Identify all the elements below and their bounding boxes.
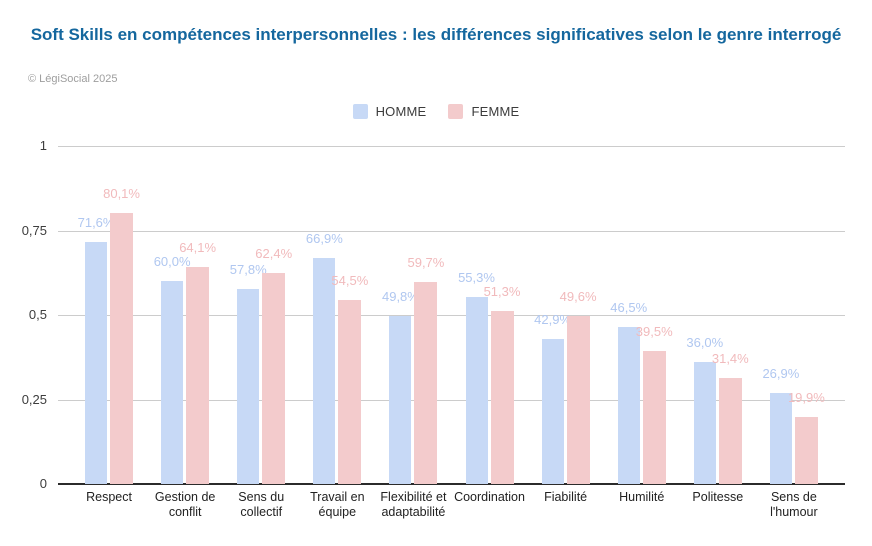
bar-group: 55,3% 51,3%: [451, 146, 527, 484]
bar-group: 49,8% 59,7%: [375, 146, 451, 484]
category-label: Humilité: [619, 490, 665, 504]
x-axis: Respect Gestion de conflit Sens du collect…: [71, 489, 832, 520]
bar-value-label: 36,0%: [686, 335, 724, 351]
bar-homme: 66,9%: [306, 232, 343, 484]
legend-label-homme: HOMME: [375, 104, 427, 119]
bar-group: 57,8% 62,4%: [223, 146, 299, 484]
bar-homme: 46,5%: [610, 301, 647, 484]
legend-item-femme: FEMME: [448, 104, 519, 119]
gridline-1: [58, 146, 845, 147]
bar-femme: 80,1%: [103, 187, 140, 484]
bar-value-label: 64,1%: [179, 240, 217, 256]
category-label: Travail en équipe: [310, 490, 365, 519]
bar-group: 36,0% 31,4%: [680, 146, 756, 484]
chart-legend: HOMME FEMME: [0, 104, 872, 119]
bar-group: 42,9% 49,6%: [528, 146, 604, 484]
bar-femme: 39,5%: [636, 325, 673, 484]
category-label: Sens du collectif: [238, 490, 285, 519]
category-label: Coordination: [454, 490, 525, 504]
legend-swatch-homme: [352, 104, 368, 119]
bar-homme: 36,0%: [686, 336, 723, 484]
y-tick-label: 0,25: [21, 391, 47, 407]
y-tick-label: 1: [39, 138, 47, 153]
bar-value-label: 80,1%: [103, 186, 140, 202]
chart-title: Soft Skills en compétences interpersonne…: [26, 24, 846, 47]
bar-value-label: 66,9%: [305, 230, 343, 246]
bar-value-label: 55,3%: [458, 270, 495, 286]
bar-femme: 19,9%: [788, 391, 825, 484]
y-axis: 1 0,75 0,5 0,25 0: [0, 138, 50, 491]
bar-homme: 42,9%: [534, 313, 571, 484]
bar-value-label: 59,7%: [407, 255, 445, 271]
x-axis-baseline: [58, 483, 845, 485]
bar-value-label: 54,5%: [331, 272, 369, 288]
legend-item-homme: HOMME: [352, 104, 427, 119]
bar-value-label: 51,3%: [483, 283, 521, 299]
legend-label-femme: FEMME: [471, 104, 520, 119]
bar-group: 46,5% 39,5%: [604, 146, 680, 484]
bar-group: 60,0% 64,1%: [147, 146, 223, 484]
bar-femme: 31,4%: [712, 352, 749, 484]
category-label: Sens de l'humour: [770, 490, 818, 519]
bar-homme: 26,9%: [762, 367, 799, 484]
bar-homme: 60,0%: [154, 255, 191, 484]
bar-value-label: 49,6%: [559, 289, 597, 305]
bar-value-label: 46,5%: [610, 299, 648, 315]
category-label: Fiabilité: [544, 490, 588, 504]
category-label: Gestion de conflit: [154, 490, 216, 519]
bar-homme: 71,6%: [78, 216, 114, 484]
bar-value-label: 26,9%: [762, 366, 800, 382]
bar-group: 26,9% 19,9%: [756, 146, 832, 484]
bar-value-label: 42,9%: [534, 312, 572, 327]
bar-femme: 49,6%: [560, 290, 597, 484]
bar-femme: 64,1%: [179, 241, 216, 484]
bar-value-label: 71,6%: [77, 215, 115, 230]
bar-homme: 49,8%: [382, 290, 419, 484]
bar-value-label: 62,4%: [255, 246, 293, 262]
bar-femme: 59,7%: [407, 256, 444, 484]
bar-value-label: 60,0%: [153, 254, 191, 270]
gridline-0,5: [58, 315, 845, 316]
bar-groups: 71,6% 80,1% 60,0% 64,1% 57,8% 62,4% 66,9% 54,5%…: [71, 146, 832, 484]
category-label: Flexibilité et adaptabilité: [380, 490, 447, 519]
bar-homme: 55,3%: [458, 271, 495, 484]
bar-femme: 54,5%: [331, 274, 368, 484]
bar-value-label: 19,9%: [787, 389, 825, 405]
legend-swatch-femme: [448, 104, 464, 119]
bar-group: 71,6% 80,1%: [71, 146, 147, 484]
category-label: Politesse: [692, 490, 744, 504]
bar-homme: 57,8%: [230, 263, 267, 484]
bar-femme: 51,3%: [484, 285, 520, 484]
chart-title-text: Soft Skills en compétences interpersonne…: [30, 25, 842, 44]
bar-value-label: 31,4%: [711, 350, 749, 366]
y-tick-label: 0,5: [28, 307, 47, 322]
bar-group: 66,9% 54,5%: [299, 146, 375, 484]
gridline-0,75: [58, 230, 845, 232]
bar-femme: 62,4%: [255, 247, 292, 484]
bar-value-label: 57,8%: [229, 261, 267, 277]
gridline-0,25: [58, 399, 845, 401]
y-tick-label: 0,75: [21, 222, 47, 238]
copyright-text: © LégiSocial 2025: [28, 73, 118, 85]
bar-value-label: 39,5%: [635, 323, 673, 339]
y-tick-label: 0: [39, 476, 47, 491]
plot-area: 71,6% 80,1% 60,0% 64,1% 57,8% 62,4% 66,9% 54,5%…: [58, 146, 845, 485]
category-label: Respect: [86, 490, 132, 504]
bar-value-label: 49,8%: [381, 288, 419, 304]
